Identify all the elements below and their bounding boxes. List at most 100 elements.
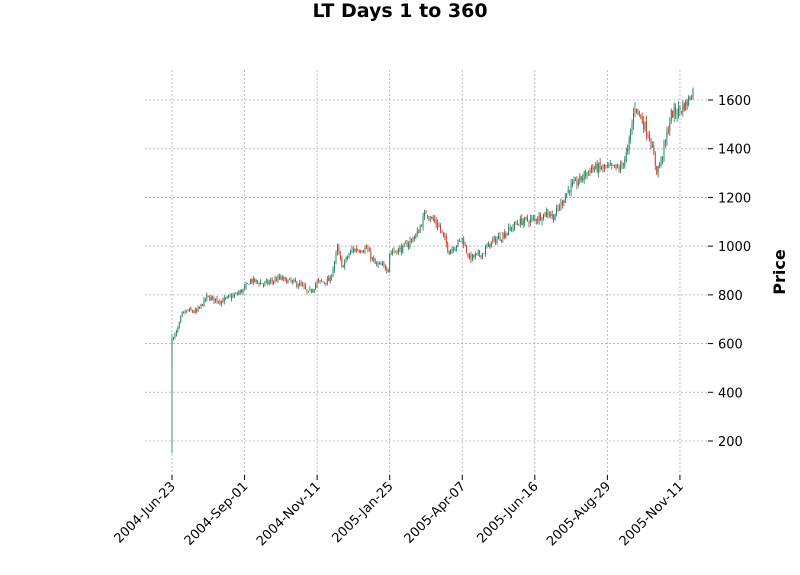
- candle-body: [654, 153, 656, 166]
- candle-body: [441, 229, 443, 233]
- candle-body: [666, 131, 668, 141]
- candle-body: [413, 237, 415, 240]
- candle-body: [186, 310, 187, 313]
- candle: [540, 212, 542, 221]
- candle: [512, 223, 514, 233]
- candle: [233, 293, 235, 298]
- candle: [474, 251, 476, 260]
- candle-body: [309, 289, 311, 291]
- candle: [528, 220, 530, 228]
- candle: [508, 223, 510, 236]
- candle-body: [432, 217, 434, 220]
- candle-body: [604, 164, 605, 168]
- candle: [556, 204, 558, 217]
- candle: [519, 215, 521, 228]
- candle: [364, 245, 366, 255]
- candle: [219, 298, 221, 306]
- candle: [190, 306, 192, 311]
- candle-body: [551, 214, 553, 216]
- candle-body: [625, 152, 627, 161]
- candle: [218, 300, 219, 304]
- candle-body: [296, 281, 298, 287]
- candle-body: [689, 96, 691, 100]
- candle: [667, 125, 669, 135]
- candle-body: [273, 281, 275, 283]
- candle-body: [178, 322, 180, 328]
- candle: [300, 280, 302, 287]
- candle-body: [402, 245, 404, 254]
- candle: [543, 213, 544, 221]
- candle: [244, 283, 245, 291]
- candle-body: [264, 282, 266, 284]
- candle: [564, 192, 566, 203]
- candle: [264, 280, 266, 287]
- candle-body: [541, 219, 543, 221]
- candle: [175, 329, 177, 337]
- candle-body: [232, 295, 234, 298]
- candle: [628, 135, 630, 155]
- candle-body: [220, 300, 222, 304]
- candle: [281, 275, 283, 281]
- candle-body: [534, 218, 536, 220]
- candle: [360, 249, 362, 254]
- candle-body: [593, 168, 595, 171]
- candle-body: [276, 279, 277, 282]
- candle-body: [521, 218, 523, 225]
- candle: [593, 165, 595, 173]
- candle: [389, 253, 391, 273]
- candle-body: [348, 254, 350, 258]
- candle: [458, 238, 460, 242]
- candle-body: [222, 300, 224, 303]
- candle: [579, 173, 581, 185]
- candle-body: [175, 330, 177, 335]
- candle-body: [662, 157, 663, 160]
- candle: [691, 94, 692, 101]
- candle-body: [492, 240, 494, 242]
- candle-body: [511, 228, 513, 230]
- candle: [464, 241, 466, 247]
- candle-body: [485, 247, 486, 254]
- y-tick-label: 400: [718, 386, 743, 401]
- candle-body: [323, 281, 325, 283]
- candle: [660, 156, 662, 168]
- candle: [531, 214, 533, 223]
- candle: [506, 232, 508, 236]
- candle: [566, 193, 568, 199]
- candle: [419, 224, 421, 234]
- candle: [553, 214, 555, 223]
- candle: [241, 288, 243, 294]
- candle-body: [580, 176, 582, 180]
- candle-body: [194, 309, 196, 313]
- candle: [307, 290, 309, 293]
- candle-body: [332, 269, 334, 276]
- candle-body: [329, 277, 331, 282]
- candle: [287, 279, 289, 284]
- candle-body: [360, 251, 362, 253]
- candle-body: [412, 239, 414, 241]
- candle-body: [576, 179, 578, 186]
- candle: [341, 255, 343, 268]
- candle: [435, 216, 437, 229]
- candle-body: [381, 264, 383, 265]
- candle: [370, 247, 372, 263]
- candle: [470, 251, 472, 263]
- candle-body: [347, 257, 349, 259]
- candle-body: [307, 291, 309, 292]
- candle: [575, 177, 576, 181]
- candle-body: [502, 233, 504, 240]
- candle: [627, 144, 629, 155]
- candle: [257, 280, 259, 285]
- candle-body: [437, 223, 439, 228]
- candle: [318, 278, 320, 283]
- candle: [312, 288, 314, 293]
- candle-body: [590, 167, 592, 174]
- candle-body: [683, 103, 685, 111]
- candle-body: [453, 249, 454, 251]
- candle: [200, 303, 202, 309]
- candle-body: [419, 226, 421, 233]
- candle: [550, 211, 552, 219]
- candle: [590, 164, 592, 174]
- y-tick-label: 600: [718, 338, 743, 353]
- candle: [354, 248, 356, 253]
- candle: [442, 231, 444, 238]
